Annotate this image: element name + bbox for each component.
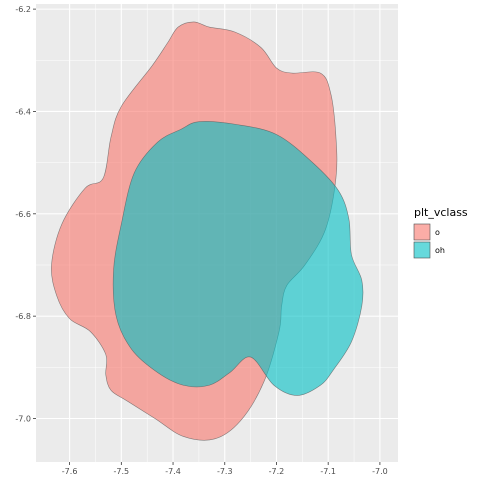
- x-tick-label: -7.0: [372, 467, 388, 476]
- x-tick-label: -7.2: [269, 467, 285, 476]
- x-tick-label: -7.6: [62, 467, 78, 476]
- legend: plt_vclass o oh: [413, 206, 468, 259]
- y-axis: -6.2 -6.4 -6.6 -6.8 -7.0: [15, 5, 36, 424]
- y-tick-label: -6.4: [15, 107, 31, 116]
- y-tick-label: -6.8: [15, 312, 31, 321]
- legend-title: plt_vclass: [414, 206, 468, 219]
- legend-label-o: o: [435, 228, 440, 237]
- x-axis: -7.6 -7.5 -7.4 -7.3 -7.2 -7.1 -7.0: [62, 462, 388, 476]
- x-tick-label: -7.4: [165, 467, 181, 476]
- x-tick-label: -7.1: [320, 467, 336, 476]
- legend-key-o: [413, 223, 431, 241]
- x-tick-label: -7.5: [114, 467, 130, 476]
- y-tick-label: -7.0: [15, 415, 31, 424]
- y-tick-label: -6.6: [15, 210, 31, 219]
- density-polygons: [51, 21, 364, 441]
- density-polygon-oh: [112, 121, 364, 396]
- legend-key-oh: [413, 241, 431, 259]
- legend-label-oh: oh: [435, 246, 445, 255]
- x-tick-label: -7.3: [217, 467, 233, 476]
- y-tick-label: -6.2: [15, 5, 31, 14]
